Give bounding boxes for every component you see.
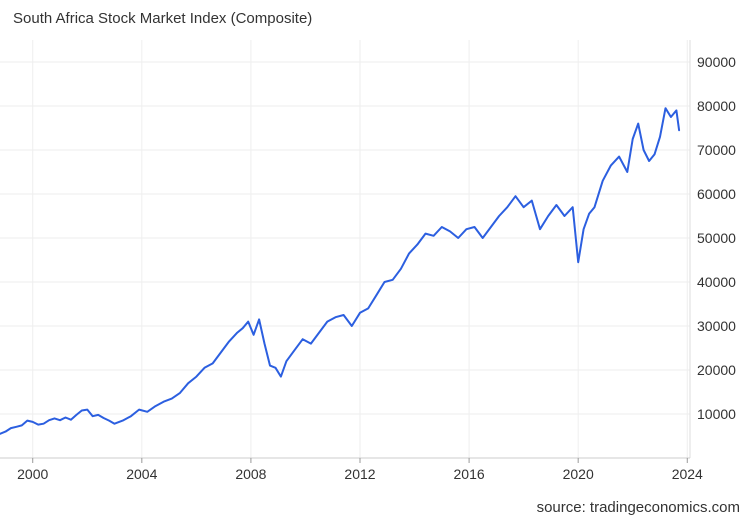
y-tick-label: 50000 — [697, 230, 736, 246]
chart-title: South Africa Stock Market Index (Composi… — [13, 10, 313, 27]
source-label: source: tradingeconomics.com — [536, 499, 740, 516]
y-tick-label: 20000 — [697, 362, 736, 378]
y-tick-label: 90000 — [697, 54, 736, 70]
series-line — [0, 107, 681, 435]
y-axis: 10000 20000 30000 40000 50000 60000 70000 80000… — [697, 54, 736, 422]
series-group — [0, 107, 681, 435]
x-tick-label: 2000 — [17, 466, 48, 482]
y-tick-label: 10000 — [697, 406, 736, 422]
x-tick-label: 2024 — [672, 466, 703, 482]
y-tick-label: 70000 — [697, 142, 736, 158]
x-tick-label: 2012 — [344, 466, 375, 482]
x-tick-label: 2020 — [563, 466, 594, 482]
y-tick-label: 80000 — [697, 98, 736, 114]
grid — [0, 40, 690, 458]
x-axis: 2000 2004 2008 2012 2016 2020 2024 — [17, 458, 703, 482]
x-tick-label: 2008 — [235, 466, 266, 482]
y-tick-label: 30000 — [697, 318, 736, 334]
x-tick-label: 2004 — [126, 466, 157, 482]
x-tick-label: 2016 — [454, 466, 485, 482]
y-tick-label: 60000 — [697, 186, 736, 202]
y-tick-label: 40000 — [697, 274, 736, 290]
